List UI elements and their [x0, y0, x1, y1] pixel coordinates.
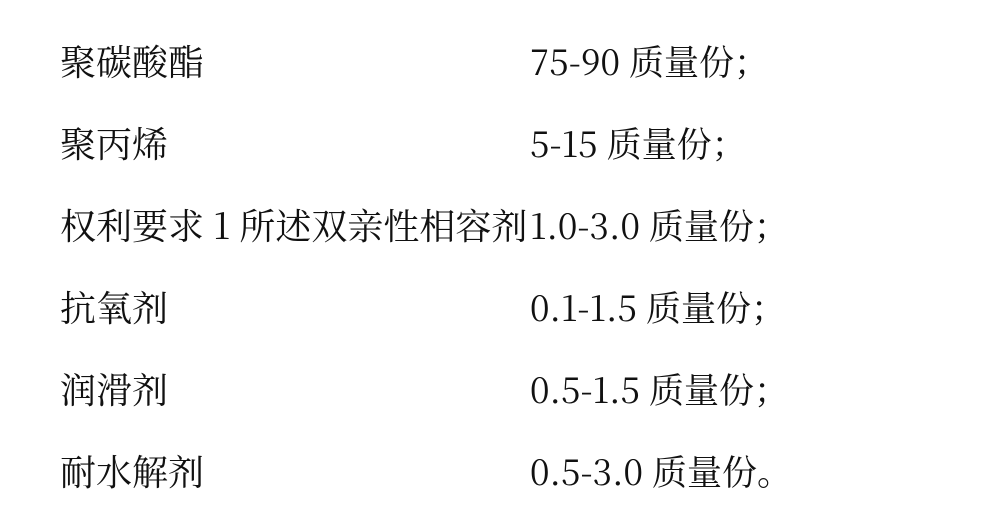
ingredient-amount: 5-15 质量份； — [530, 102, 747, 184]
composition-table: 聚碳酸酯 75-90 质量份； 聚丙烯 5-15 质量份； 权利要求 1 所述双… — [0, 0, 1000, 528]
ingredient-label: 抗氧剂 — [60, 266, 530, 348]
table-row: 抗氧剂 0.1-1.5 质量份； — [60, 266, 960, 348]
table-row: 聚碳酸酯 75-90 质量份； — [60, 20, 960, 102]
table-row: 润滑剂 0.5-1.5 质量份； — [60, 348, 960, 430]
ingredient-amount: 75-90 质量份； — [530, 20, 769, 102]
table-row: 权利要求 1 所述双亲性相容剂 1.0-3.0 质量份； — [60, 184, 960, 266]
ingredient-amount: 1.0-3.0 质量份； — [530, 184, 789, 266]
ingredient-label: 权利要求 1 所述双亲性相容剂 — [60, 184, 530, 266]
ingredient-label: 聚碳酸酯 — [60, 20, 530, 102]
table-row: 耐水解剂 0.5-3.0 质量份。 — [60, 430, 960, 512]
ingredient-label: 耐水解剂 — [60, 430, 530, 512]
table-row: 聚丙烯 5-15 质量份； — [60, 102, 960, 184]
ingredient-amount: 0.5-1.5 质量份； — [530, 348, 789, 430]
ingredient-amount: 0.1-1.5 质量份； — [530, 266, 786, 348]
ingredient-label: 润滑剂 — [60, 348, 530, 430]
ingredient-amount: 0.5-3.0 质量份。 — [530, 430, 792, 512]
ingredient-label: 聚丙烯 — [60, 102, 530, 184]
